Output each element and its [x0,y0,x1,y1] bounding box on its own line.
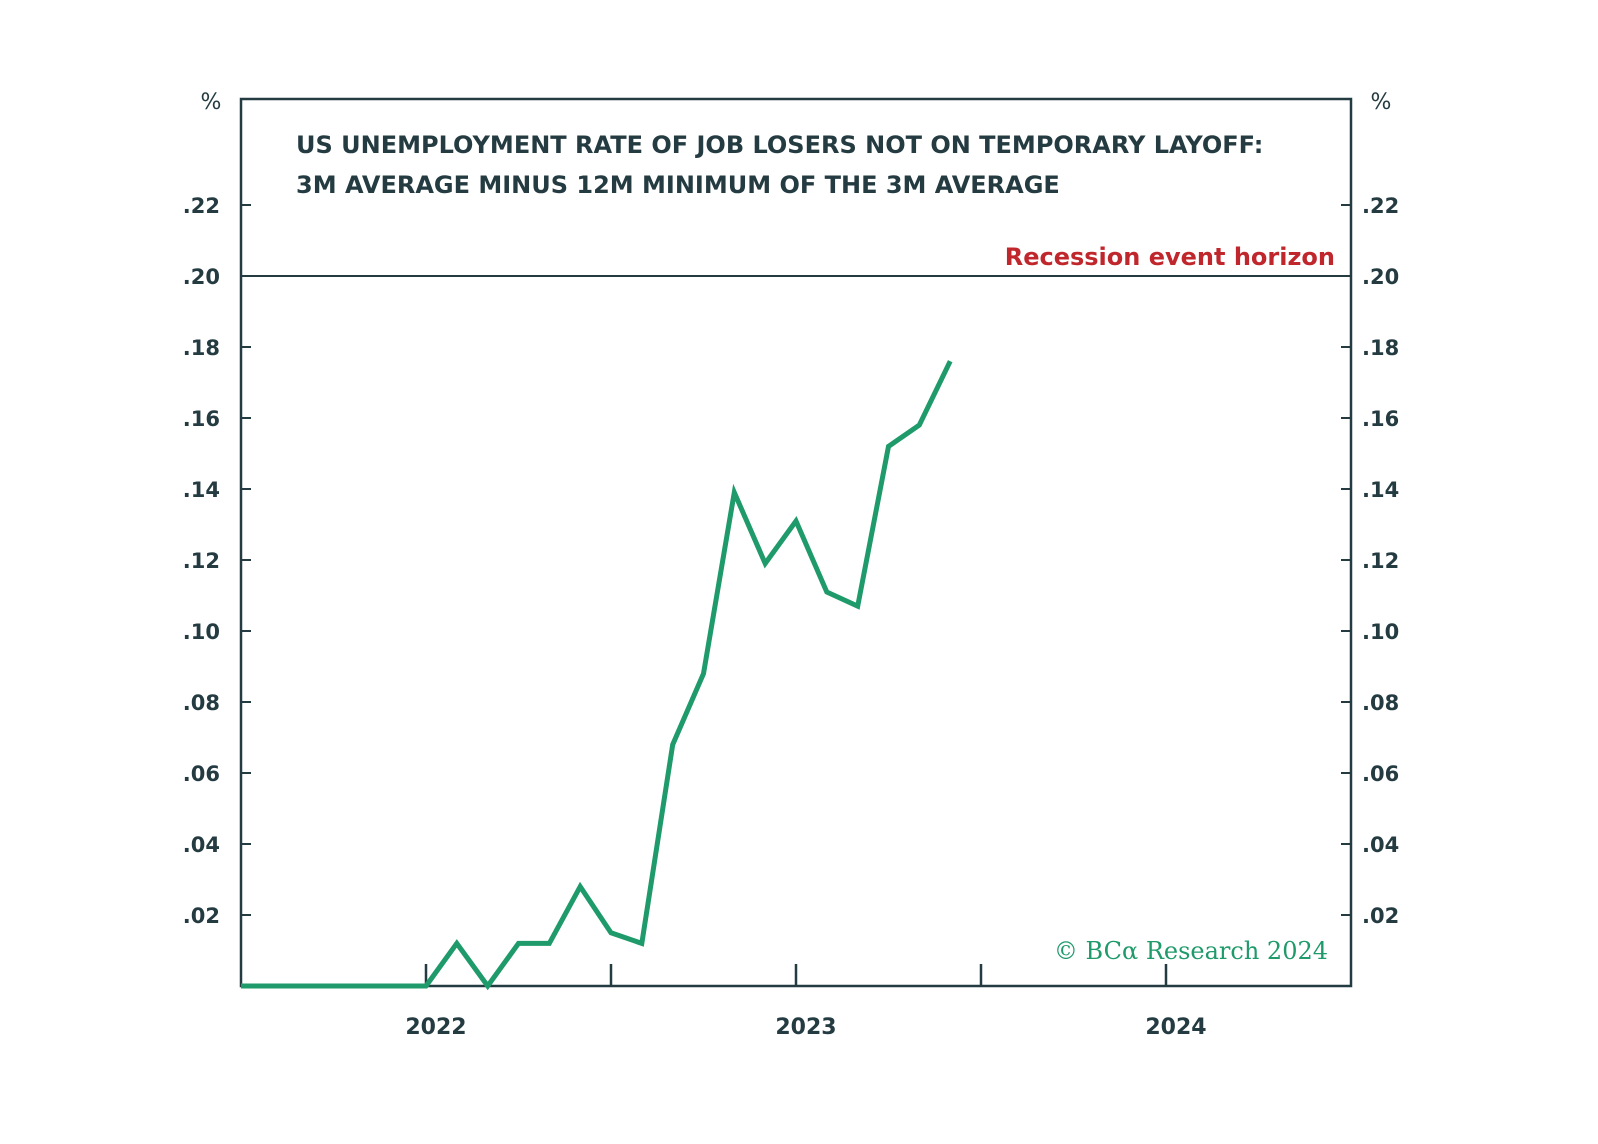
plot-layer: .02 .02 .04 .04 .06 .06 .08 .08 .10 .10 .12 .12 .14.… [183,90,1399,1040]
y-tick-label-left: .06 [183,762,220,786]
y-tick-label-right: .14 [1362,478,1399,502]
chart-title-line: 3M AVERAGE MINUS 12M MINIMUM OF THE 3M A… [296,171,1060,199]
y-tick-label-right: .22 [1362,194,1399,218]
x-tick-label: 2024 [1145,1015,1206,1040]
y-tick-label-right: .06 [1362,762,1399,786]
y-unit-right: % [1371,90,1392,115]
y-unit-left: % [201,90,222,115]
y-tick-label-left: .02 [183,904,220,928]
y-tick-label-left: .20 [183,265,220,289]
y-tick-label-left: .18 [183,336,220,360]
x-tick-label: 2023 [775,1015,836,1040]
y-tick-label-left: .22 [183,194,220,218]
y-tick-label-right: .04 [1362,833,1399,857]
threshold-label: Recession event horizon [1005,243,1335,271]
chart-title-line: US UNEMPLOYMENT RATE OF JOB LOSERS NOT O… [296,131,1263,159]
y-tick-label-right: .02 [1362,904,1399,928]
series-line [241,360,953,991]
y-tick-label-left: .16 [183,407,220,431]
y-tick-label-left: .08 [183,691,220,715]
y-tick-label-right: .20 [1362,265,1399,289]
y-tick-label-right: .18 [1362,336,1399,360]
y-tick-label-right: .12 [1362,549,1399,573]
y-tick-label-right: .16 [1362,407,1399,431]
y-tick-label-left: .10 [183,620,220,644]
y-tick-label-right: .10 [1362,620,1399,644]
credit-text: © BCα Research 2024 [1054,937,1328,965]
y-tick-label-right: .08 [1362,691,1399,715]
y-tick-label-left: .12 [183,549,220,573]
y-tick-label-left: .14 [183,478,220,502]
x-tick-label: 2022 [405,1015,466,1040]
y-tick-label-left: .04 [183,833,220,857]
